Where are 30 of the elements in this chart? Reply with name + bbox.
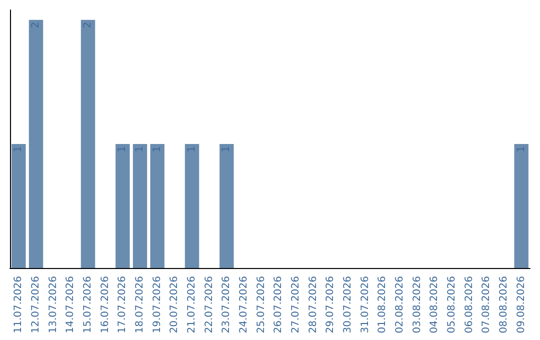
x-tick-label: 11.07.2026: [13, 276, 24, 334]
x-tick-label: 05.08.2026: [446, 276, 458, 334]
x-tick-label: 31.07.2026: [360, 276, 371, 334]
x-tick-label: 22.07.2026: [204, 276, 215, 334]
x-tick-label: 07.08.2026: [481, 276, 492, 334]
x-tick-label: 03.08.2026: [412, 276, 423, 334]
x-tick-label: 25.07.2026: [256, 276, 267, 334]
x-tick-label: 14.07.2026: [65, 276, 76, 334]
x-tick-label: 02.08.2026: [394, 276, 406, 334]
x-tick-label: 15.07.2026: [82, 276, 94, 334]
x-tick-label: 21.07.2026: [186, 276, 198, 334]
x-tick-label: 09.08.2026: [516, 276, 527, 334]
x-tick-label: 01.08.2026: [377, 276, 388, 334]
x-tick-label: 06.08.2026: [464, 276, 475, 334]
x-tick-label: 29.07.2026: [325, 276, 336, 334]
x-tick-label: 16.07.2026: [100, 276, 111, 334]
x-tick-label: 12.07.2026: [30, 276, 42, 334]
x-tick-label: 04.08.2026: [429, 276, 440, 334]
x-tick-label: 30.07.2026: [342, 276, 354, 334]
x-tick-label: 28.07.2026: [308, 276, 319, 334]
x-tick-label: 13.07.2026: [48, 276, 59, 334]
x-tick-label: 20.07.2026: [169, 276, 180, 334]
x-tick-label: 27.07.2026: [290, 276, 302, 334]
x-tick-label: 24.07.2026: [238, 276, 250, 334]
x-tick-label: 19.07.2026: [152, 276, 163, 334]
x-tick-label: 08.08.2026: [498, 276, 510, 334]
x-tick-label: 23.07.2026: [221, 276, 232, 334]
x-tick-label: 18.07.2026: [134, 276, 146, 334]
x-tick-label: 26.07.2026: [273, 276, 284, 334]
x-tick-label: 17.07.2026: [117, 276, 128, 334]
